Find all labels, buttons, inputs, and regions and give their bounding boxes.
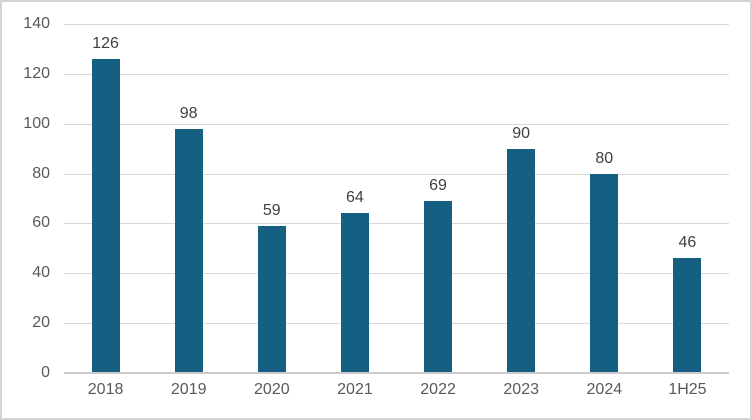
gridline (64, 123, 729, 125)
data-label: 59 (262, 201, 281, 219)
bar-group: 46 (646, 24, 729, 373)
x-tick-label: 2024 (586, 381, 623, 398)
bar-group: 80 (563, 24, 646, 373)
bar (91, 58, 120, 373)
bar-group: 90 (480, 24, 563, 373)
data-label: 64 (346, 189, 364, 207)
y-tick-label: 60 (32, 214, 50, 232)
y-tick-label: 40 (32, 264, 50, 282)
y-tick-label: 140 (23, 15, 50, 32)
y-tick-label: 20 (32, 314, 50, 332)
bar-group: 98 (147, 24, 230, 373)
gridline (64, 273, 729, 275)
bar-group: 126 (64, 24, 147, 373)
bars-row: 126 98 59 64 69 90 80 46 (64, 24, 729, 373)
bar (507, 148, 536, 373)
y-tick-label: 100 (23, 114, 50, 132)
bar-group: 69 (397, 24, 480, 373)
bar-group: 64 (313, 24, 396, 373)
gridline (64, 73, 729, 75)
bar (257, 225, 286, 373)
gridline (64, 223, 729, 225)
data-label: 80 (595, 149, 614, 167)
x-tick-label: 2018 (87, 381, 124, 398)
x-axis-line (64, 372, 729, 374)
bar (174, 128, 203, 373)
data-label: 98 (179, 104, 198, 122)
gridline (64, 24, 729, 25)
bar (340, 213, 369, 373)
bar (590, 173, 619, 373)
data-label: 69 (429, 177, 447, 194)
x-tick-label: 2023 (503, 381, 539, 398)
bar-group: 59 (230, 24, 313, 373)
y-tick-label: 80 (32, 164, 50, 182)
x-tick-label: 2019 (170, 381, 207, 398)
y-axis: 0 20 40 60 80 100 120 140 (2, 15, 50, 381)
x-tick-label: 2022 (420, 381, 456, 398)
gridline (64, 323, 729, 325)
gridline (64, 173, 729, 175)
y-tick-label: 0 (41, 364, 50, 381)
x-tick-label: 2021 (337, 381, 373, 398)
x-tick-label: 1H25 (668, 381, 707, 398)
data-label: 46 (678, 234, 697, 252)
bar (424, 201, 453, 373)
x-axis: 2018 2019 2020 2021 2022 2023 2024 1H25 (64, 382, 729, 398)
bar (673, 258, 702, 373)
data-label: 90 (512, 124, 531, 142)
data-label: 126 (92, 34, 119, 52)
plot-area: 126 98 59 64 69 90 80 46 (64, 24, 729, 374)
y-tick-label: 120 (23, 64, 50, 82)
x-tick-label: 2020 (254, 381, 290, 398)
